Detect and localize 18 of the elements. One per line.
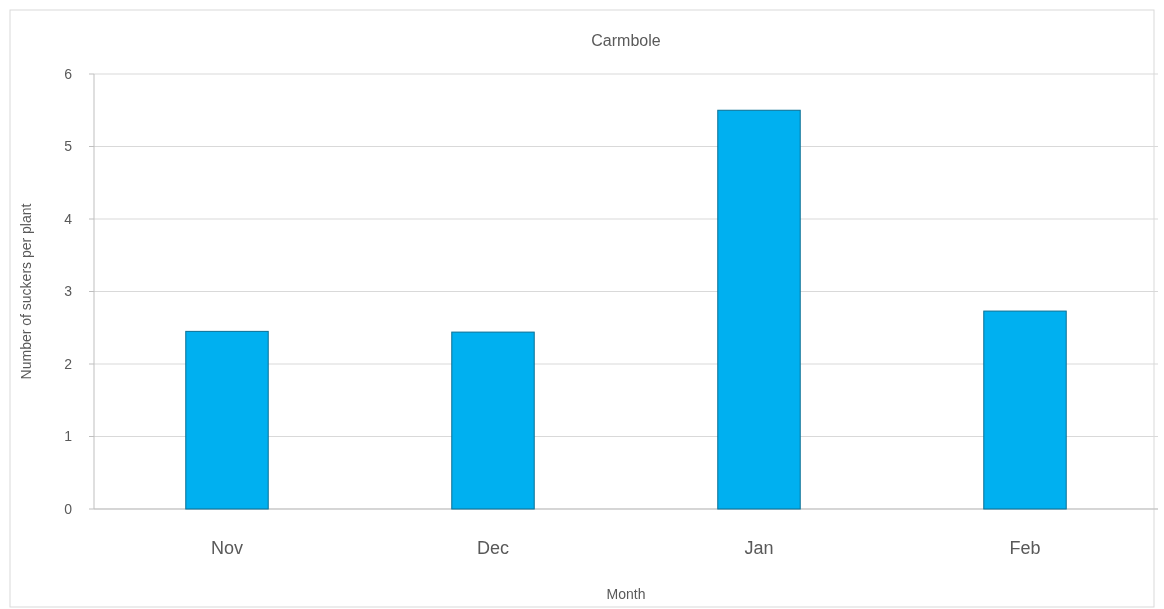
y-tick-label: 2 xyxy=(64,355,73,372)
y-tick-label: 6 xyxy=(64,65,73,82)
x-tick-label: Jan xyxy=(744,538,774,558)
x-tick-label: Feb xyxy=(1009,538,1041,558)
bar xyxy=(717,109,801,510)
y-tick-label: 4 xyxy=(64,210,73,227)
bar xyxy=(983,310,1067,510)
y-tick-label: 3 xyxy=(64,283,73,300)
x-tick-label: Dec xyxy=(476,538,510,558)
x-axis-title: Month xyxy=(606,586,646,602)
y-tick-label: 1 xyxy=(64,428,73,445)
y-tick-label: 5 xyxy=(64,138,73,155)
y-axis-title: Number of suckers per plant xyxy=(18,203,34,380)
x-tick-label: Nov xyxy=(210,538,244,558)
chart-title: Carmbole xyxy=(591,32,661,49)
bar xyxy=(185,330,269,510)
y-tick-label: 0 xyxy=(64,500,73,517)
bar xyxy=(451,331,535,510)
